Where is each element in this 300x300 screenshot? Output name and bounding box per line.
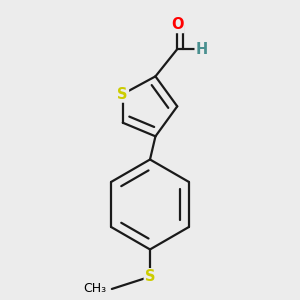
Text: H: H	[196, 42, 208, 57]
Text: S: S	[145, 269, 155, 284]
Text: CH₃: CH₃	[83, 283, 106, 296]
Text: S: S	[118, 87, 128, 102]
Text: O: O	[171, 17, 184, 32]
